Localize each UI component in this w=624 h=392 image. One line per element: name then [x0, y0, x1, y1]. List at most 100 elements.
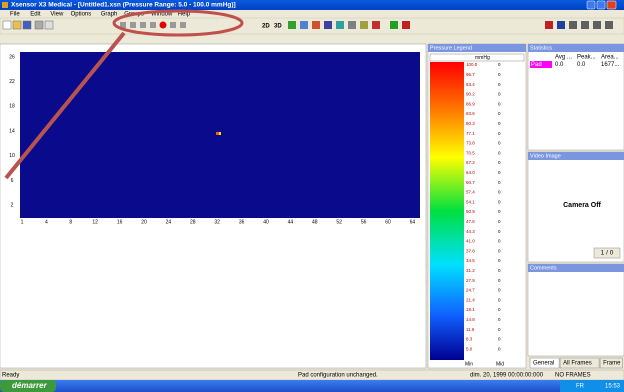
cell: 1677...	[601, 62, 620, 68]
min-count: Mid	[496, 361, 504, 367]
legend-value: 47.6	[466, 219, 475, 224]
legend-value: 64.0	[466, 170, 475, 175]
pressure-spot	[219, 132, 221, 135]
legend-value: 24.7	[466, 288, 475, 293]
row-name: Pad	[531, 62, 542, 68]
legend-value: 34.5	[466, 258, 475, 263]
open-button[interactable]	[13, 21, 21, 29]
tool-button[interactable]	[569, 21, 577, 29]
panel-title: Video Image	[530, 153, 561, 159]
tool-button[interactable]	[402, 21, 410, 29]
view-3d-button[interactable]: 3D	[274, 24, 282, 30]
y-axis-label: 2	[11, 203, 14, 209]
legend-value: 54.1	[466, 199, 475, 204]
x-axis-label: 64	[410, 219, 416, 225]
status-frames: NO FRAMES	[555, 373, 591, 379]
play-button[interactable]	[170, 22, 176, 28]
column-header: Peak...	[577, 55, 596, 61]
column-header: Area...	[601, 55, 619, 61]
legend-value: 73.8	[466, 141, 475, 146]
legend-value: 60.7	[466, 180, 475, 185]
record-button[interactable]	[160, 22, 167, 29]
legend-value: 67.2	[466, 160, 475, 165]
menu-item[interactable]: Options	[71, 12, 92, 18]
legend-value: 50.9	[466, 209, 475, 214]
panel-title: Comments	[530, 265, 557, 271]
status-text: Pad configuration unchanged.	[298, 373, 378, 379]
legend-value: 8.3	[466, 337, 473, 342]
tab-label: Frame	[603, 361, 621, 367]
legend-value: 83.6	[466, 111, 475, 116]
view-2d-button[interactable]: 2D	[262, 24, 270, 30]
tool-button[interactable]	[581, 21, 589, 29]
cell: 0.0	[555, 62, 564, 68]
x-axis-label: 60	[385, 219, 391, 225]
x-axis-label: 32	[214, 219, 220, 225]
legend-value: 37.8	[466, 248, 475, 253]
clock: 15:53	[605, 384, 621, 390]
menu-item[interactable]: File	[10, 12, 20, 18]
tool-button[interactable]	[312, 21, 320, 29]
taskbar	[0, 380, 624, 392]
legend-value: 77.1	[466, 131, 475, 136]
tool-button[interactable]	[545, 21, 553, 29]
x-axis-label: 4	[45, 219, 48, 225]
tool-button[interactable]	[336, 21, 344, 29]
rewind-button[interactable]	[140, 22, 146, 28]
tab-label: All Frames	[563, 361, 592, 367]
legend-value: 44.3	[466, 229, 475, 234]
tool-button[interactable]	[557, 21, 565, 29]
panel-title: Statistics	[530, 45, 552, 51]
legend-value: 27.9	[466, 278, 475, 283]
legend-value: 90.2	[466, 92, 475, 97]
legend-value: 18.1	[466, 307, 475, 312]
maximize-button[interactable]	[597, 1, 605, 9]
new-button[interactable]	[3, 21, 11, 29]
tool-button[interactable]	[348, 21, 356, 29]
legend-value: 93.4	[466, 82, 475, 87]
menu-item[interactable]: Graph	[101, 12, 118, 18]
legend-value: 21.4	[466, 297, 475, 302]
tool-button[interactable]	[300, 21, 308, 29]
color-scale	[430, 62, 464, 360]
minimize-button[interactable]	[587, 1, 595, 9]
tool-button[interactable]	[324, 21, 332, 29]
x-axis-label: 36	[239, 219, 245, 225]
legend-value: 57.4	[466, 190, 475, 195]
print-button[interactable]	[35, 21, 43, 29]
pressure-spot	[216, 132, 219, 135]
legend-value: 31.2	[466, 268, 475, 273]
panel-title: Pressure Legend	[430, 45, 472, 51]
prev-button[interactable]	[130, 22, 136, 28]
column-header: Avg ...	[555, 55, 572, 61]
tool-button[interactable]	[372, 21, 380, 29]
y-axis-label: 22	[9, 79, 15, 85]
menu-item[interactable]: View	[50, 12, 64, 18]
last-frame-button[interactable]	[180, 22, 186, 28]
close-button[interactable]	[607, 1, 616, 9]
frame-counter-text: 1 / 0	[601, 250, 614, 257]
x-axis-label: 48	[312, 219, 318, 225]
stop-button[interactable]	[150, 22, 156, 28]
legend-value: 80.3	[466, 121, 475, 126]
tool-button[interactable]	[288, 21, 296, 29]
x-axis-label: 24	[166, 219, 172, 225]
menu-item[interactable]: Edit	[30, 12, 41, 18]
y-axis-label: 10	[9, 153, 15, 159]
tool-button[interactable]	[593, 21, 601, 29]
x-axis-label: 40	[263, 219, 269, 225]
save-button[interactable]	[23, 21, 31, 29]
legend-value: 14.8	[466, 317, 475, 322]
x-axis-label: 16	[117, 219, 123, 225]
x-axis-label: 1	[21, 219, 24, 225]
x-axis-label: 44	[288, 219, 294, 225]
legend-value: 86.9	[466, 101, 475, 106]
y-axis-label: 26	[9, 54, 15, 60]
tool-button[interactable]	[605, 21, 613, 29]
tool-button[interactable]	[360, 21, 368, 29]
start-label: démarrer	[12, 381, 48, 390]
tool-button[interactable]	[390, 21, 398, 29]
preview-button[interactable]	[45, 21, 53, 29]
legend-value: 41.0	[466, 239, 475, 244]
x-axis-label: 8	[69, 219, 72, 225]
